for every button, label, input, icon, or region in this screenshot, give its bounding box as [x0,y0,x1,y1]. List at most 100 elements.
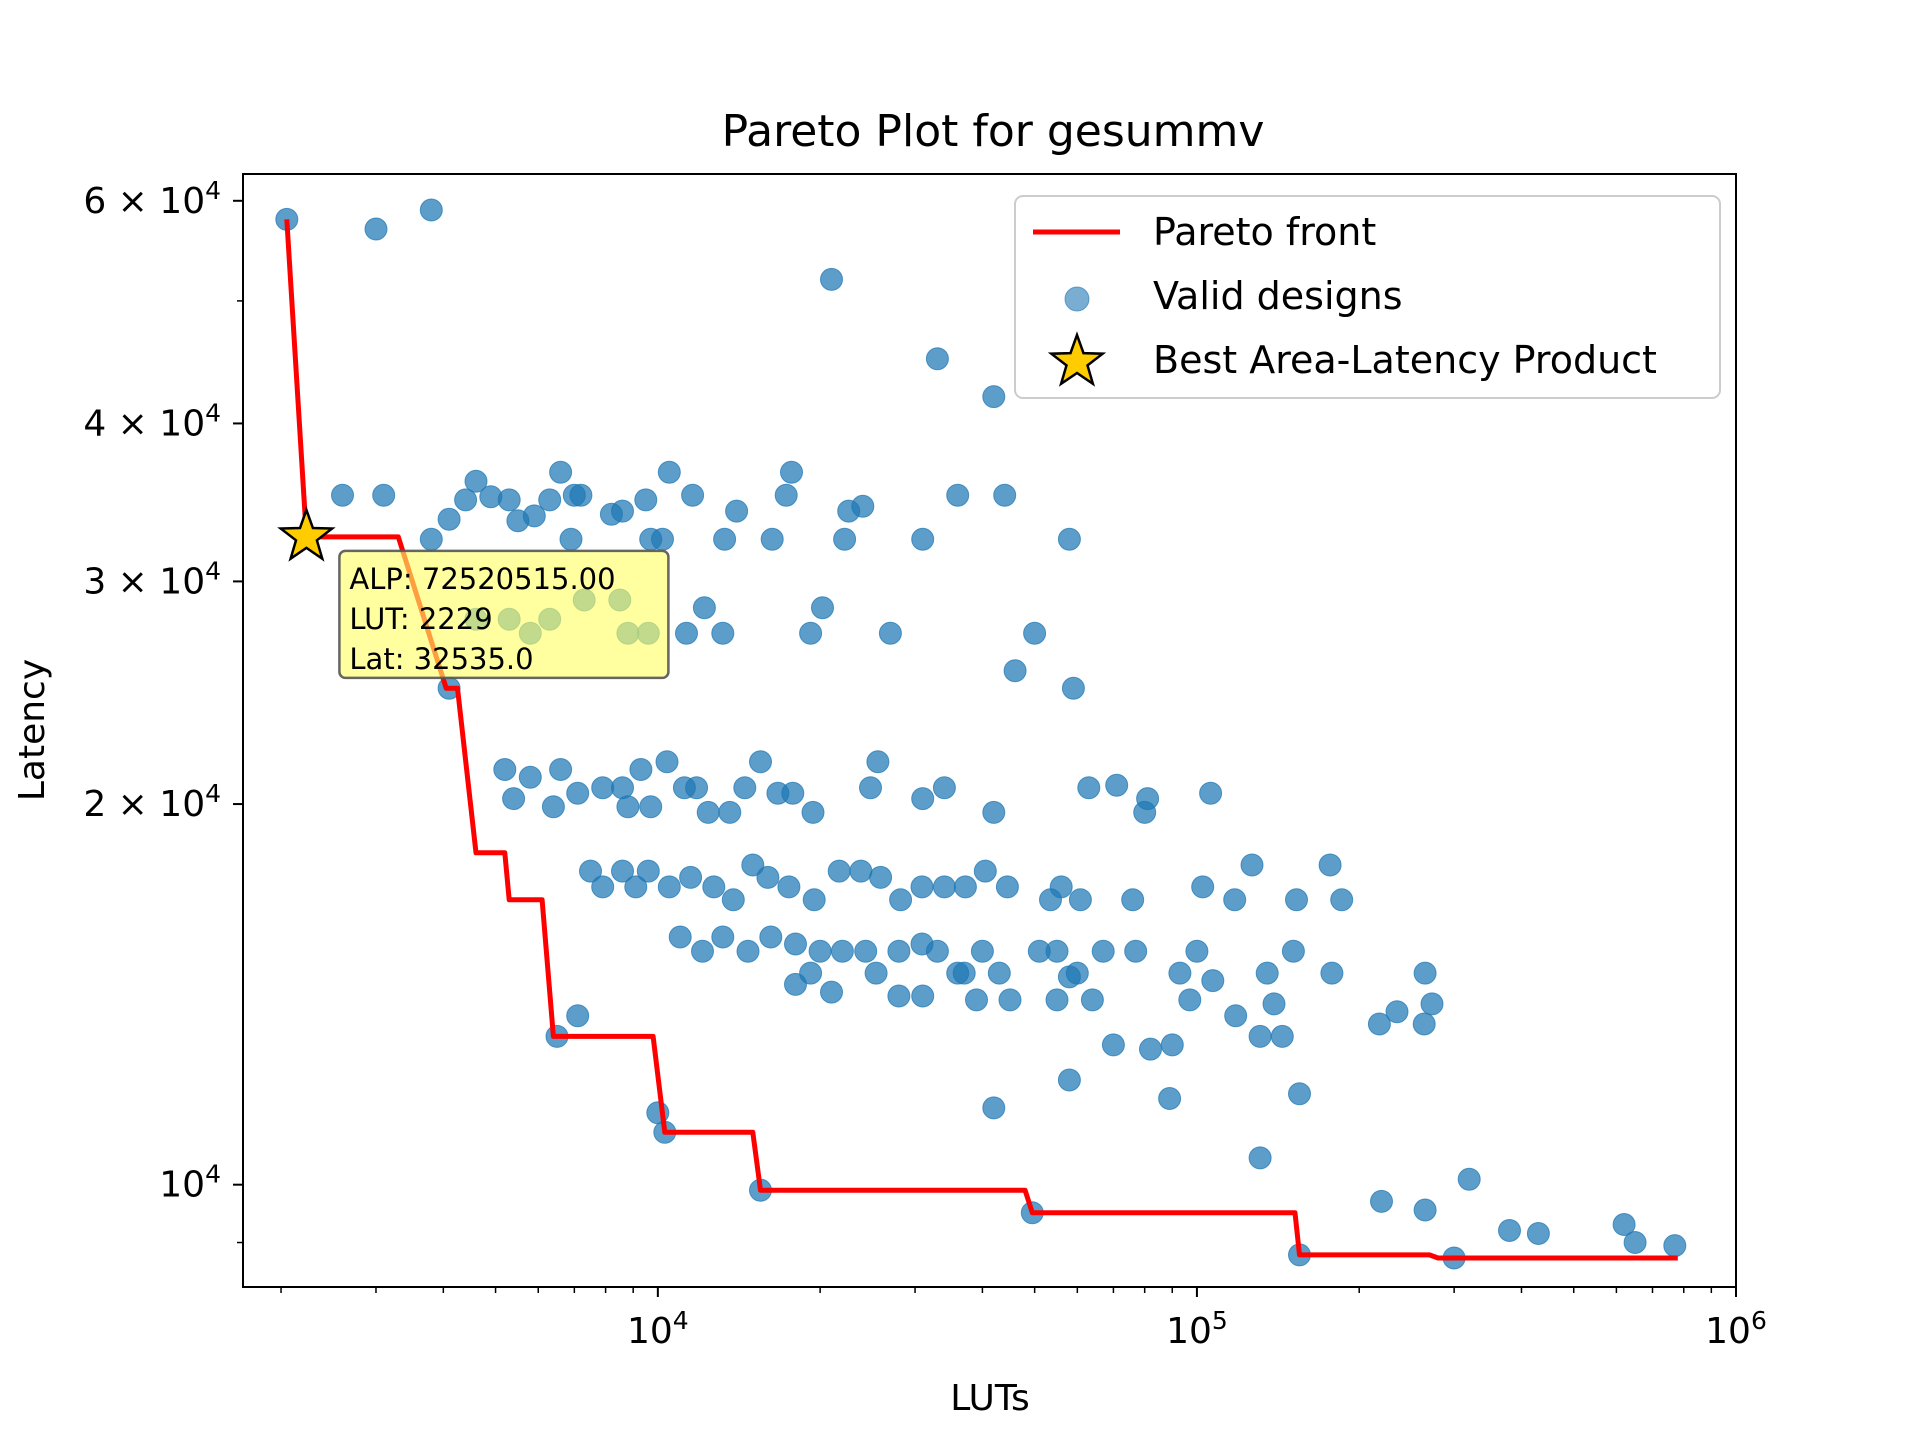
valid-design-point [851,494,875,518]
valid-design-point [1288,1082,1311,1106]
valid-design-point [419,198,443,222]
y-tick-label: 2 × 104 [83,779,221,825]
best-alp-layer [277,506,336,562]
valid-design-point [559,527,583,551]
valid-design-point [1612,1213,1636,1236]
valid-design-point [1224,1004,1248,1028]
valid-design-point [711,621,735,645]
valid-design-point [982,800,1006,824]
y-tick-label: 4 × 104 [83,398,221,444]
valid-design-point [1057,527,1081,551]
plot-frame [242,173,1737,1288]
valid-design-point [1330,888,1354,912]
valid-design-point [419,527,443,551]
pareto-front-line [284,219,1678,1261]
valid-design-point [713,527,737,551]
valid-design-point [538,488,562,512]
valid-design-point [859,776,882,800]
valid-design-point [866,750,890,774]
valid-design-point [1526,1222,1550,1245]
valid-design-point [774,483,798,507]
valid-design-point [1191,875,1215,899]
valid-design-point [911,527,935,551]
valid-design-point [1185,939,1209,963]
valid-design-point [1061,676,1085,700]
valid-design-point [749,750,772,774]
valid-design-point [784,972,807,996]
valid-design-point [1158,1087,1182,1110]
valid-design-point [1370,1189,1393,1213]
valid-design-point [887,984,911,1008]
valid-design-point [953,875,977,899]
valid-design-point [760,527,784,551]
legend: Pareto front Valid designs Best Area-Laten… [1014,195,1721,399]
valid-design-point [799,621,823,645]
valid-design-point [759,925,783,949]
valid-design-point [651,527,674,551]
valid-design-point [1178,988,1202,1012]
valid-design-point [911,787,935,811]
valid-design-point [1057,965,1081,989]
valid-design-point [878,621,902,645]
valid-design-point [364,217,388,241]
valid-design-point [1045,939,1069,963]
valid-design-point [566,781,590,805]
valid-design-point [679,865,703,889]
valid-design-point [1270,1024,1294,1048]
valid-design-point [987,961,1011,985]
valid-design-point [611,776,634,800]
valid-design-point [579,859,602,883]
valid-design-point [611,859,634,883]
valid-design-point [736,939,760,963]
valid-design-point [591,875,615,899]
valid-design-point [946,961,970,985]
valid-design-point [1498,1219,1521,1242]
valid-design-point [925,347,949,371]
legend-label: Valid designs [1153,274,1403,318]
annotation-box [338,549,670,680]
valid-design-point [1281,939,1305,963]
valid-design-point [889,888,913,912]
annotation-line: LUT: 2229 [349,602,492,636]
legend-label: Best Area-Latency Product [1153,338,1657,382]
valid-design-point [756,865,780,889]
valid-design-point [681,483,705,507]
valid-design-point [1057,1068,1081,1092]
x-axis-label: LUTs [950,1378,1029,1419]
legend-point-swatch [1064,286,1090,312]
valid-design-point [1367,1012,1391,1036]
valid-design-point [611,499,634,523]
x-tick-label: 105 [1166,1306,1228,1352]
valid-design-point [591,776,615,800]
valid-design-point [965,988,988,1012]
valid-design-point [932,776,956,800]
valid-design-point [616,795,640,819]
valid-design-point [685,776,709,800]
valid-design-point [702,875,726,899]
valid-design-point [372,483,396,507]
valid-design-point [566,1004,590,1028]
valid-design-point [696,800,720,824]
valid-design-point [802,888,826,912]
valid-design-point [830,939,854,963]
valid-design-point [549,758,573,781]
valid-design-point [1160,1033,1184,1057]
x-tick-label: 106 [1705,1306,1767,1352]
valid-design-point [1223,888,1247,912]
valid-design-point [982,1096,1006,1120]
valid-design-point [549,460,573,484]
valid-design-point [331,483,354,507]
valid-design-point [1101,1033,1125,1057]
valid-design-point [1412,1012,1436,1036]
valid-design-point [808,939,832,963]
valid-design-point [1420,992,1444,1016]
valid-design-point [1201,969,1225,993]
valid-design-point [1320,961,1344,985]
valid-design-point [1413,1198,1437,1222]
valid-design-point [833,527,857,551]
annotation-layer: ALP: 72520515.00 LUT: 2229 Lat: 32535.0 [338,549,670,680]
best-alp-star-marker [277,506,336,562]
valid-design-point [1199,781,1223,805]
valid-design-point [1068,888,1092,912]
